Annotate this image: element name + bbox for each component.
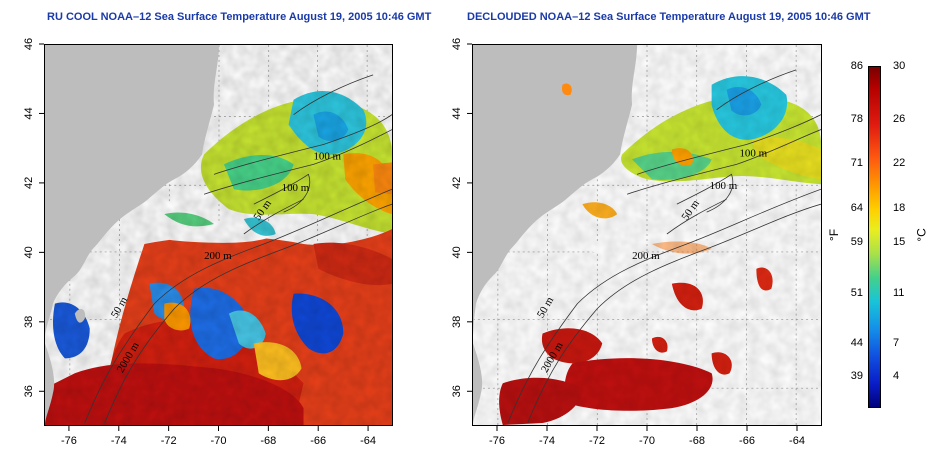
colorbar-celsius-label: 26 [893,113,906,125]
colorbar-fahrenheit-label: 86 [850,60,863,72]
colorbar-fahrenheit-label: 44 [850,337,863,350]
right-isobath-label-100m-a: 100 m [739,147,767,159]
colorbar-fahrenheit-label: 39 [850,369,863,382]
right-isobath-label-200m: 200 m [632,250,660,262]
colorbar-celsius-label: 15 [893,236,906,249]
left-lat-tick-label: 40 [23,246,35,258]
left-lon-tick-label: -76 [61,435,77,447]
colorbar-celsius-label: 11 [893,287,905,300]
right-lon-tick-label: -70 [639,435,655,447]
left-lon-tick-label: -70 [211,435,227,447]
right-isobath-label-100m-b: 100 m [710,180,738,192]
left-lon-tick-label: -74 [111,435,127,447]
left-map-title: RU COOL NOAA–12 Sea Surface Temperature … [47,11,432,23]
isobath-label-200m: 200 m [204,250,232,262]
celsius-unit-label: °C [914,228,929,242]
right-map-canvas: 100 m 100 m 50 m 200 m 50 m 2000 m [473,45,821,425]
left-lat-tick-label: 36 [23,385,35,397]
right-lon-tick-label: -66 [739,435,755,447]
right-lon-tick-label: -74 [539,435,555,447]
left-lat-tick-label: 44 [23,107,35,119]
colorbar-fahrenheit-label: 71 [850,157,863,170]
colorbar-fahrenheit-label: 59 [850,236,863,249]
isobath-label-100m-a: 100 m [313,150,341,162]
colorbar-celsius-label: 22 [893,157,906,170]
left-map-canvas: 100 m 100 m 50 m 200 m 50 m 2000 m [45,45,392,425]
left-lon-tick-label: -68 [260,435,276,447]
colorbar-celsius-label: 30 [893,60,906,72]
ru-cool-sst-map: 100 m 100 m 50 m 200 m 50 m 2000 m [44,44,393,426]
colorbar-fahrenheit-label: 78 [850,113,863,125]
right-lon-tick-label: -64 [789,435,805,447]
right-isobaths [507,69,821,424]
colorbar-celsius-label: 18 [893,201,906,214]
right-lon-tick-label: -76 [489,435,505,447]
left-lon-tick-label: -64 [360,435,376,447]
left-lon-tick-label: -66 [310,435,326,447]
colorbar-celsius-label: 4 [893,369,900,382]
right-map-title: DECLOUDED NOAA–12 Sea Surface Temperatur… [467,11,871,23]
right-lat-tick-label: 40 [451,246,463,258]
isobath-label-100m-b: 100 m [282,182,310,194]
left-lat-tick-label: 38 [23,316,35,328]
right-lat-tick-label: 44 [451,107,463,119]
colorbar-fahrenheit-label: 64 [850,201,863,214]
left-lat-tick-label: 46 [23,38,35,50]
fahrenheit-unit-label: °F [827,228,842,242]
right-lat-tick-label: 36 [451,385,463,397]
right-lat-tick-label: 46 [451,38,463,50]
temperature-colorbar [868,66,881,408]
declouded-sst-map: 100 m 100 m 50 m 200 m 50 m 2000 m [472,44,822,426]
colorbar-celsius-label: 7 [893,337,900,350]
left-isobaths [84,74,392,424]
right-land-mass [473,45,638,339]
right-lat-tick-label: 42 [451,177,463,189]
right-lon-tick-label: -72 [589,435,605,447]
left-land-mass [45,45,219,339]
colorbar-fahrenheit-label: 51 [850,287,863,300]
right-lon-tick-label: -68 [689,435,705,447]
right-lat-tick-label: 38 [451,316,463,328]
left-lat-tick-label: 42 [23,177,35,189]
left-lon-tick-label: -72 [161,435,177,447]
